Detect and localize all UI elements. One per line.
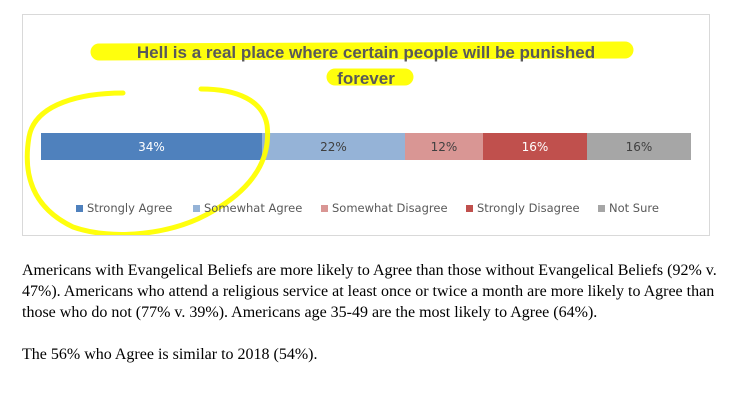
caption-paragraph-1: Americans with Evangelical Beliefs are m… — [22, 262, 717, 321]
bar-label-strongly-agree: 34% — [138, 140, 165, 154]
bar-data-labels: 34% 22% 12% 16% 16% — [138, 140, 652, 154]
bar-label-somewhat-disagree: 12% — [431, 140, 458, 154]
legend-swatch-not-sure — [598, 205, 605, 212]
legend-label-somewhat-disagree: Somewhat Disagree — [332, 201, 448, 215]
chart-title-line-1: Hell is a real place where certain peopl… — [137, 43, 595, 62]
caption-paragraph-2: The 56% who Agree is similar to 2018 (54… — [22, 346, 318, 363]
legend-label-somewhat-agree: Somewhat Agree — [204, 201, 302, 215]
chart-frame: Hell is a real place where certain peopl… — [22, 14, 710, 236]
circle-annotation-stroke — [24, 86, 271, 235]
legend-swatch-strongly-disagree — [466, 205, 473, 212]
legend-label-strongly-disagree: Strongly Disagree — [477, 201, 580, 215]
bar-label-somewhat-agree: 22% — [320, 140, 347, 154]
title-highlight-marker — [90, 41, 634, 86]
bar-label-not-sure: 16% — [626, 140, 653, 154]
legend-label-not-sure: Not Sure — [609, 201, 659, 215]
legend-label-strongly-agree: Strongly Agree — [87, 201, 172, 215]
chart-title-line-2: forever — [337, 69, 395, 88]
bar-segments — [41, 133, 691, 160]
legend-swatch-strongly-agree — [76, 205, 83, 212]
caption-text: Americans with Evangelical Beliefs are m… — [22, 260, 722, 365]
highlight-circle-annotation — [24, 86, 271, 235]
bar-segment-strongly-disagree — [483, 133, 587, 160]
bar-segment-somewhat-disagree — [405, 133, 483, 160]
title-highlight-stroke-1 — [90, 41, 634, 61]
chart-title: Hell is a real place where certain peopl… — [137, 43, 595, 88]
legend-swatch-somewhat-agree — [193, 205, 200, 212]
bar-segment-not-sure — [587, 133, 691, 160]
chart-legend: Strongly Agree Somewhat Agree Somewhat Dis… — [76, 201, 659, 215]
legend-swatch-somewhat-disagree — [321, 205, 328, 212]
bar-segment-strongly-agree — [41, 133, 262, 160]
bar-segment-somewhat-agree — [262, 133, 405, 160]
bar-label-strongly-disagree: 16% — [522, 140, 549, 154]
stacked-bar-chart: Hell is a real place where certain peopl… — [24, 41, 691, 235]
